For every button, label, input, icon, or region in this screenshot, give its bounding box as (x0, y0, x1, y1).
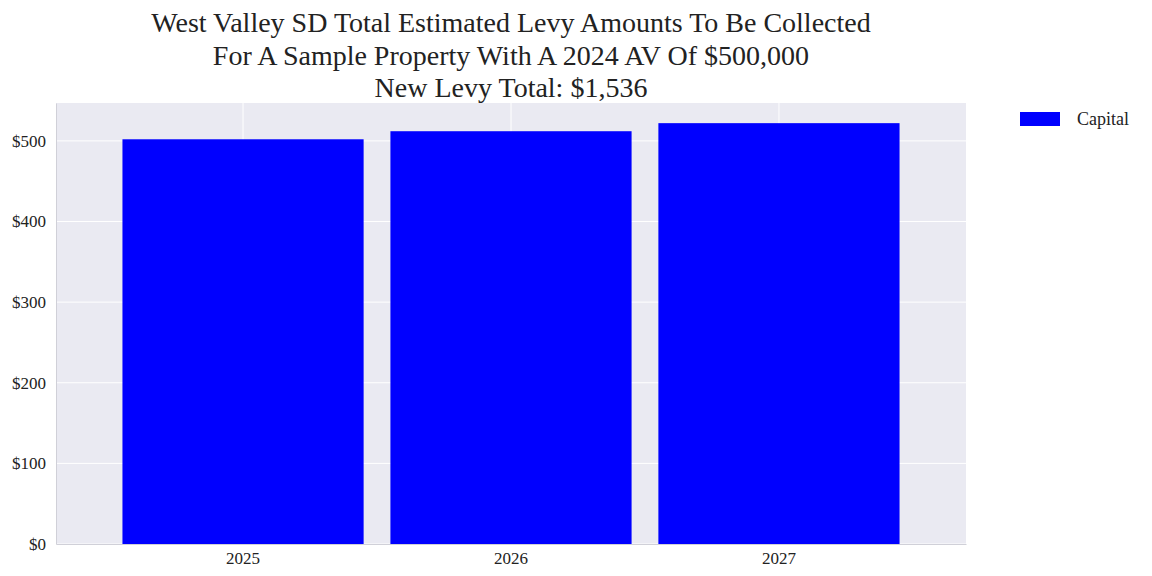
bar (658, 123, 899, 544)
chart: West Valley SD Total Estimated Levy Amou… (0, 0, 1152, 576)
legend-item: Capital (1020, 109, 1129, 129)
bar (390, 131, 631, 544)
y-tick-label: $500 (12, 132, 46, 151)
x-tick: 2026 (494, 544, 528, 568)
x-tick: 2027 (762, 544, 797, 568)
legend-swatch (1020, 112, 1060, 126)
y-tick: $500 (12, 132, 56, 151)
y-tick-label: $300 (12, 293, 46, 312)
y-tick: $300 (12, 293, 56, 312)
y-axis: $0 $100 $200 $300 $400 $500 (12, 104, 57, 554)
legend-label: Capital (1077, 109, 1129, 129)
y-tick: $200 (12, 374, 56, 393)
x-tick-label: 2025 (226, 549, 260, 568)
y-tick: $400 (12, 212, 56, 231)
y-tick: $100 (12, 454, 56, 473)
y-tick-label: $200 (12, 374, 46, 393)
title: West Valley SD Total Estimated Levy Amou… (151, 7, 870, 103)
legend: Capital (1020, 109, 1129, 129)
x-tick-label: 2027 (762, 549, 797, 568)
x-axis: 2025 2026 2027 (57, 544, 967, 568)
plot: $0 $100 $200 $300 $400 $500 2025 2026 2027 (12, 103, 967, 568)
grid (56, 103, 966, 544)
y-tick-label: $0 (29, 535, 46, 554)
axis-line (57, 544, 967, 545)
axis-line (56, 104, 57, 545)
bar (122, 139, 363, 544)
y-tick: $0 (29, 535, 56, 554)
title-line: West Valley SD Total Estimated Levy Amou… (151, 7, 870, 38)
y-tick-label: $400 (12, 212, 46, 231)
y-tick-label: $100 (12, 454, 46, 473)
title-line: For A Sample Property With A 2024 AV Of … (213, 40, 809, 71)
plot-background (56, 103, 966, 544)
x-tick-label: 2026 (494, 549, 528, 568)
bars (122, 123, 899, 544)
x-tick: 2025 (226, 544, 260, 568)
title-line: New Levy Total: $1,536 (375, 72, 648, 103)
